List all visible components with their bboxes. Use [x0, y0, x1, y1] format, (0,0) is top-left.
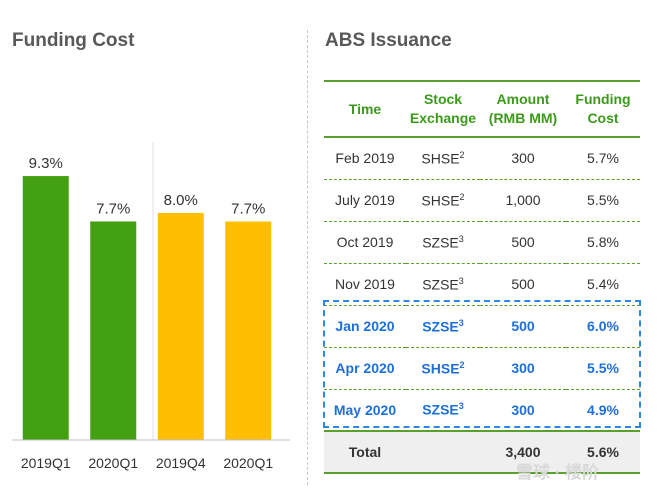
cell-exchange: SHSE2 — [406, 347, 480, 390]
footnote-marker: 2 — [459, 359, 465, 370]
bar-value-label: 7.7% — [231, 200, 265, 217]
exchange-name: SZSE — [422, 402, 459, 419]
cell-amount: 500 — [480, 305, 566, 348]
cell-time: July 2019 — [324, 179, 406, 222]
bar-value-label: 7.7% — [96, 200, 130, 217]
bar-1 — [22, 176, 69, 441]
cell-amount: 300 — [480, 137, 566, 180]
bar-3 — [157, 212, 204, 440]
table-row: Apr 2020 SHSE2 300 5.5% — [324, 347, 640, 390]
table-total-row: Total 3,400 5.6% — [324, 430, 640, 474]
cell-cost: 5.7% — [566, 137, 640, 180]
exchange-name: SHSE — [421, 150, 460, 167]
cell-amount: 300 — [480, 389, 566, 432]
bar-value-label: 9.3% — [29, 155, 63, 172]
exchange-name: SZSE — [422, 276, 459, 293]
cell-time: Feb 2019 — [324, 137, 406, 180]
header-line: Stock — [423, 91, 463, 107]
footnote-marker: 3 — [458, 401, 464, 412]
total-label: Total — [324, 430, 406, 474]
cell-time: Nov 2019 — [324, 263, 406, 306]
cell-time: May 2020 — [324, 389, 406, 432]
cell-exchange: SZSE3 — [406, 389, 480, 432]
total-cost: 5.6% — [566, 430, 640, 474]
cell-cost: 6.0% — [566, 305, 640, 348]
total-amount: 3,400 — [480, 430, 566, 474]
cell-cost: 5.5% — [566, 347, 640, 390]
cell-exchange: SZSE3 — [406, 305, 480, 348]
cell-amount: 500 — [480, 263, 566, 306]
header-line: Funding — [575, 91, 631, 107]
total-exchange — [406, 430, 480, 474]
header-time: Time — [324, 80, 406, 138]
exchange-name: SZSE — [422, 234, 459, 251]
table-row: May 2020 SZSE3 300 4.9% — [324, 389, 640, 432]
cell-time: Oct 2019 — [324, 221, 406, 264]
cell-exchange: SZSE3 — [406, 263, 480, 306]
bars-group: 9.3% 2019Q1 7.7% 2020Q1 8.0% 2019Q4 7.7% 2020Q1 — [21, 155, 274, 471]
cell-cost: 5.5% — [566, 179, 640, 222]
x-tick-label: 2020Q1 — [223, 455, 273, 471]
cell-exchange: SHSE2 — [406, 137, 480, 180]
cell-amount: 300 — [480, 347, 566, 390]
header-stock-exchange: Stock Exchange — [406, 80, 480, 138]
exchange-name: SZSE — [422, 318, 459, 335]
cell-cost: 5.8% — [566, 221, 640, 264]
cell-exchange: SZSE3 — [406, 221, 480, 264]
footnote-marker: 3 — [458, 275, 464, 286]
header-line: Exchange — [409, 110, 477, 126]
table-row: Feb 2019 SHSE2 300 5.7% — [324, 137, 640, 180]
funding-cost-chart: 9.3% 2019Q1 7.7% 2020Q1 8.0% 2019Q4 7.7% 2020Q1 — [12, 142, 290, 471]
footnote-marker: 3 — [458, 317, 464, 328]
cell-time: Jan 2020 — [324, 305, 406, 348]
header-line: (RMB MM) — [488, 110, 558, 126]
cell-amount: 1,000 — [480, 179, 566, 222]
table-row: Oct 2019 SZSE3 500 5.8% — [324, 221, 640, 264]
cell-cost: 5.4% — [566, 263, 640, 306]
watermark: 雪球 · 楼阶 — [516, 463, 600, 482]
cell-amount: 500 — [480, 221, 566, 264]
abs-issuance-table: Time Stock Exchange Amount (RMB MM) Funding Co… — [324, 80, 640, 474]
funding-cost-title: Funding Cost — [12, 30, 135, 51]
header-amount: Amount (RMB MM) — [480, 80, 566, 138]
bar-2 — [90, 221, 137, 440]
exchange-name: SHSE — [421, 360, 460, 377]
header-line: Cost — [587, 110, 619, 126]
exchange-name: SHSE — [421, 192, 460, 209]
header-funding-cost: Funding Cost — [566, 80, 640, 138]
header-line: Amount — [496, 91, 550, 107]
x-tick-label: 2019Q1 — [21, 455, 71, 471]
footnote-marker: 2 — [459, 191, 465, 202]
abs-issuance-title: ABS Issuance — [325, 30, 452, 51]
bar-value-label: 8.0% — [164, 192, 198, 209]
cell-cost: 4.9% — [566, 389, 640, 432]
footnote-marker: 2 — [459, 149, 465, 160]
bar-4 — [225, 221, 272, 440]
footnote-marker: 3 — [458, 233, 464, 244]
table-header-row: Time Stock Exchange Amount (RMB MM) Funding Co… — [324, 80, 640, 138]
x-tick-label: 2020Q1 — [88, 455, 138, 471]
table-row: Jan 2020 SZSE3 500 6.0% — [324, 305, 640, 348]
panel-divider — [307, 30, 308, 485]
cell-exchange: SHSE2 — [406, 179, 480, 222]
x-tick-label: 2019Q4 — [156, 455, 206, 471]
table-row: July 2019 SHSE2 1,000 5.5% — [324, 179, 640, 222]
cell-time: Apr 2020 — [324, 347, 406, 390]
header-line: Time — [348, 100, 382, 117]
table-row: Nov 2019 SZSE3 500 5.4% — [324, 263, 640, 306]
